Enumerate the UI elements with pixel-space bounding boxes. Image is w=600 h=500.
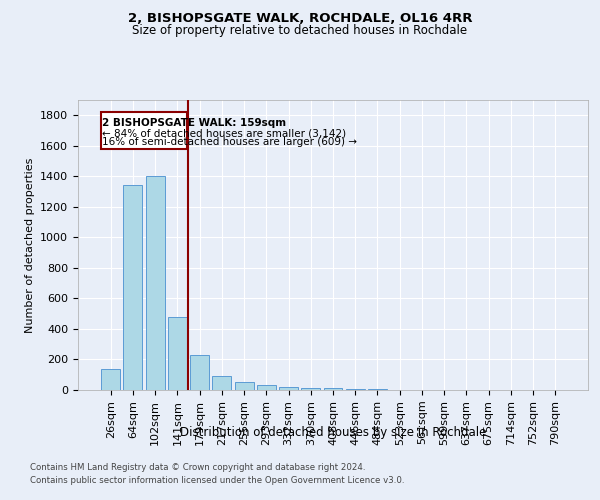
Bar bbox=[168, 316, 187, 390]
Bar bbox=[190, 355, 209, 390]
Text: Contains public sector information licensed under the Open Government Licence v3: Contains public sector information licen… bbox=[30, 476, 404, 485]
Bar bbox=[346, 389, 365, 390]
Text: 16% of semi-detached houses are larger (609) →: 16% of semi-detached houses are larger (… bbox=[103, 138, 358, 147]
Y-axis label: Number of detached properties: Number of detached properties bbox=[25, 158, 35, 332]
Text: 2 BISHOPSGATE WALK: 159sqm: 2 BISHOPSGATE WALK: 159sqm bbox=[103, 118, 287, 128]
Bar bbox=[235, 382, 254, 390]
Text: Distribution of detached houses by size in Rochdale: Distribution of detached houses by size … bbox=[180, 426, 486, 439]
FancyBboxPatch shape bbox=[101, 112, 187, 149]
Bar bbox=[146, 176, 164, 390]
Text: Contains HM Land Registry data © Crown copyright and database right 2024.: Contains HM Land Registry data © Crown c… bbox=[30, 464, 365, 472]
Bar bbox=[301, 388, 320, 390]
Bar bbox=[124, 186, 142, 390]
Bar bbox=[101, 368, 120, 390]
Bar bbox=[279, 387, 298, 390]
Text: ← 84% of detached houses are smaller (3,142): ← 84% of detached houses are smaller (3,… bbox=[103, 128, 347, 138]
Bar bbox=[257, 386, 276, 390]
Text: Size of property relative to detached houses in Rochdale: Size of property relative to detached ho… bbox=[133, 24, 467, 37]
Bar bbox=[212, 376, 231, 390]
Bar bbox=[368, 389, 387, 390]
Text: 2, BISHOPSGATE WALK, ROCHDALE, OL16 4RR: 2, BISHOPSGATE WALK, ROCHDALE, OL16 4RR bbox=[128, 12, 472, 26]
Bar bbox=[323, 388, 343, 390]
